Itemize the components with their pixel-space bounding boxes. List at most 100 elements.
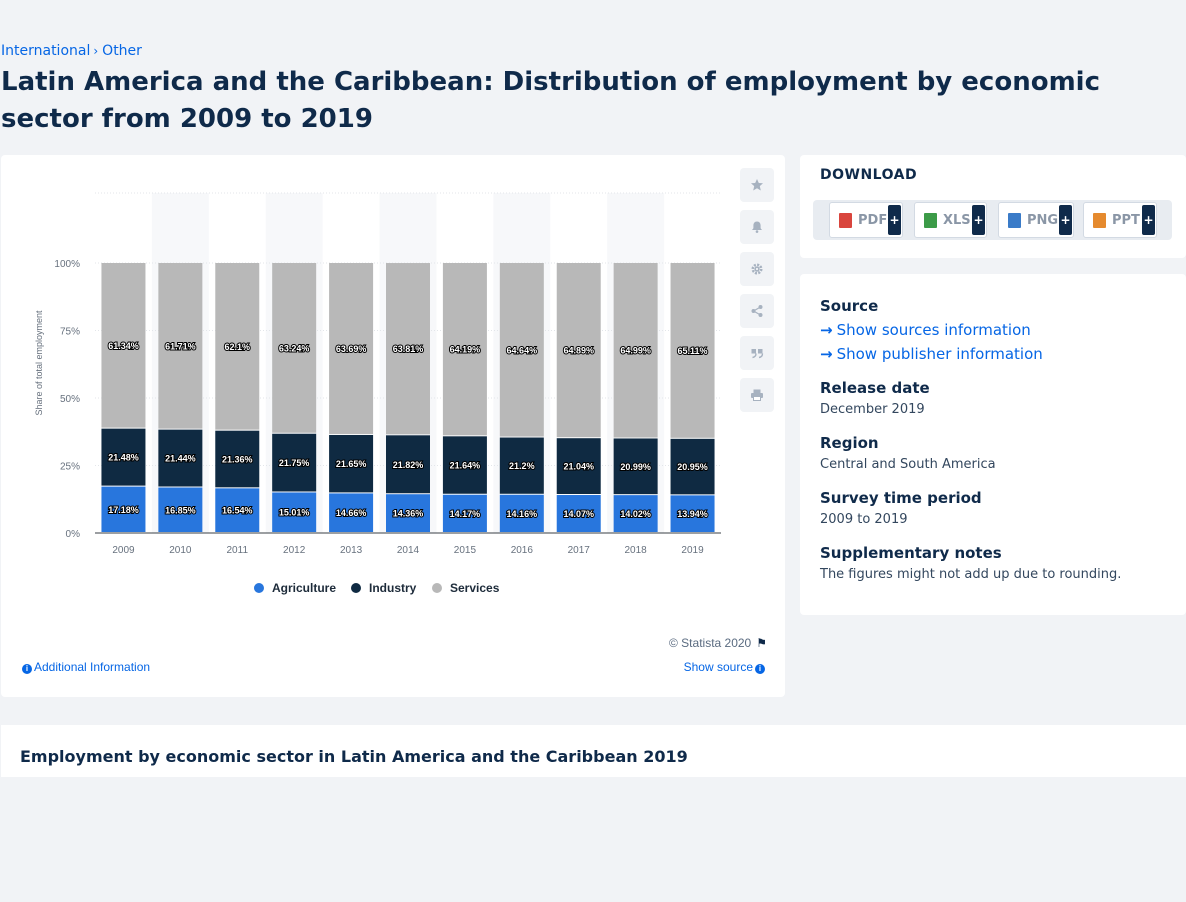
- print-button[interactable]: [740, 378, 774, 412]
- ppt-file-icon: [1093, 212, 1106, 228]
- legend-marker: [432, 583, 442, 593]
- data-label: 21.36%: [222, 455, 253, 465]
- bar-services: [329, 263, 374, 434]
- flag-icon[interactable]: ⚑: [756, 636, 767, 650]
- bar-industry: [499, 437, 544, 494]
- bar-industry: [386, 435, 430, 494]
- cite-button[interactable]: [740, 336, 774, 370]
- plus-icon: +: [972, 205, 985, 235]
- data-label: 21.44%: [165, 454, 196, 464]
- data-label: 14.02%: [620, 509, 651, 519]
- show-source-label: Show source: [683, 660, 753, 674]
- bar-industry: [670, 438, 715, 495]
- data-label: 64.64%: [507, 345, 538, 355]
- bar-services: [556, 263, 601, 438]
- data-label: 15.01%: [279, 508, 310, 518]
- bar-industry: [442, 436, 487, 494]
- additional-information-link[interactable]: i Additional Information: [20, 660, 150, 674]
- bar-industry: [329, 434, 374, 493]
- data-label: 14.36%: [393, 509, 424, 519]
- xls-file-icon: [924, 212, 937, 228]
- bar-services: [158, 263, 203, 429]
- legend-label: Industry: [369, 581, 417, 595]
- region-value: Central and South America: [820, 457, 996, 472]
- data-label: 64.89%: [563, 346, 594, 356]
- data-label: 21.2%: [509, 461, 535, 471]
- download-card: DOWNLOAD PDF + XLS + PNG + PPT +: [800, 155, 1186, 258]
- y-tick-label: 25%: [60, 462, 80, 473]
- notification-button[interactable]: [740, 210, 774, 244]
- x-tick-label: 2013: [340, 545, 363, 556]
- bar-industry: [556, 438, 601, 495]
- show-publisher-label: Show publisher information: [836, 345, 1043, 363]
- breadcrumb-other[interactable]: Other: [102, 43, 142, 59]
- related-statistic-card: Employment by economic sector in Latin A…: [1, 725, 1186, 777]
- stacked-bar-chart: 0% 25% 50% 75% 100% Share of total employment…: [34, 192, 721, 595]
- arrow-right-icon: →: [820, 345, 833, 363]
- bar-agriculture: [556, 495, 601, 532]
- data-label: 63.81%: [393, 344, 424, 354]
- bar-agriculture: [101, 486, 146, 532]
- bar-services: [101, 263, 146, 428]
- download-png-button[interactable]: PNG +: [998, 202, 1074, 238]
- show-source-link[interactable]: Show source i: [684, 660, 767, 674]
- show-publisher-link[interactable]: → Show publisher information: [820, 345, 1043, 363]
- download-pdf-button[interactable]: PDF +: [829, 202, 903, 238]
- download-xls-label: XLS: [943, 212, 971, 228]
- download-title: DOWNLOAD: [820, 167, 918, 183]
- chart-card: 0% 25% 50% 75% 100% Share of total employment…: [1, 155, 785, 697]
- bar-services: [386, 263, 430, 435]
- download-xls-button[interactable]: XLS +: [914, 202, 987, 238]
- data-label: 21.64%: [450, 461, 481, 471]
- favorite-button[interactable]: [740, 168, 774, 202]
- breadcrumb: International › Other: [1, 43, 142, 59]
- related-statistic-title[interactable]: Employment by economic sector in Latin A…: [20, 747, 688, 766]
- bar-agriculture: [329, 493, 374, 532]
- data-label: 61.71%: [165, 341, 196, 351]
- bar-industry: [613, 438, 658, 495]
- bar-services: [442, 263, 487, 436]
- x-tick-label: 2012: [283, 545, 306, 556]
- x-tick-label: 2017: [568, 545, 591, 556]
- page-title: Latin America and the Caribbean: Distrib…: [1, 67, 1100, 134]
- download-pdf-label: PDF: [858, 212, 888, 228]
- copyright-notice: © Statista 2020 ⚑: [669, 636, 767, 650]
- bar-industry: [101, 428, 146, 486]
- plus-icon: +: [1059, 205, 1072, 235]
- bar-agriculture: [215, 488, 260, 532]
- show-sources-link[interactable]: → Show sources information: [820, 321, 1031, 339]
- data-label: 16.54%: [222, 506, 253, 516]
- data-label: 21.65%: [336, 459, 367, 469]
- x-tick-label: 2016: [511, 545, 534, 556]
- breadcrumb-international[interactable]: International: [1, 43, 91, 59]
- bar-industry: [272, 433, 317, 492]
- legend-marker: [254, 583, 264, 593]
- data-label: 14.16%: [507, 509, 538, 519]
- pdf-file-icon: [839, 212, 852, 228]
- chart-toolbar: [740, 168, 774, 420]
- y-tick-label: 50%: [60, 394, 80, 405]
- settings-button[interactable]: [740, 252, 774, 286]
- x-tick-label: 2019: [681, 545, 704, 556]
- download-ppt-button[interactable]: PPT +: [1083, 202, 1157, 238]
- data-label: 17.18%: [108, 505, 139, 515]
- data-label: 16.85%: [165, 505, 196, 515]
- arrow-right-icon: →: [820, 321, 833, 339]
- plus-icon: +: [1142, 205, 1155, 235]
- png-file-icon: [1008, 212, 1021, 228]
- x-tick-label: 2011: [227, 545, 249, 556]
- info-icon: i: [22, 664, 32, 674]
- share-button[interactable]: [740, 294, 774, 328]
- data-label: 63.69%: [336, 344, 367, 354]
- download-png-label: PNG: [1027, 212, 1059, 228]
- y-tick-label: 0%: [66, 529, 81, 540]
- data-label: 63.24%: [279, 343, 310, 353]
- y-axis-label: Share of total employment: [34, 310, 44, 416]
- print-icon: [751, 389, 763, 401]
- legend-label: Agriculture: [272, 581, 336, 595]
- data-label: 14.17%: [450, 509, 481, 519]
- source-heading: Source: [820, 297, 879, 315]
- copyright-text: © Statista 2020: [669, 636, 752, 650]
- y-tick-label: 100%: [54, 259, 80, 270]
- data-label: 21.75%: [279, 458, 310, 468]
